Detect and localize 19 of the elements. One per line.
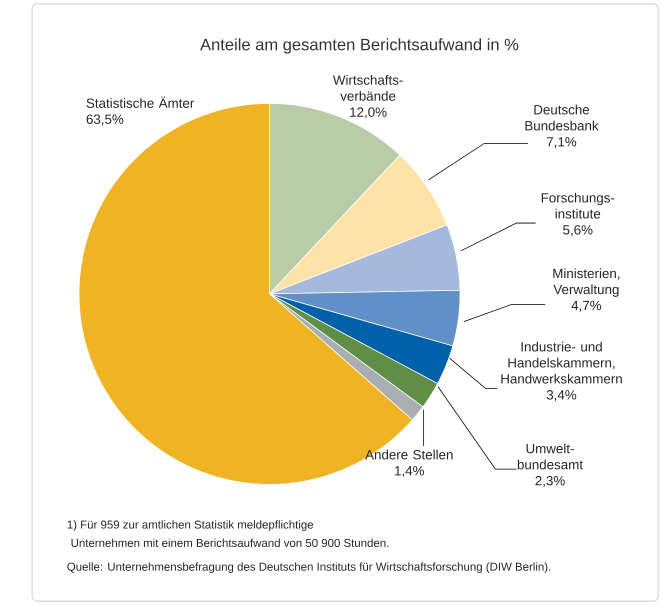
data-label: 4,7%: [571, 300, 602, 312]
source-note: Quelle: Unternehmensbefragung des Deutschen Instituts für Wirtschaftsforschung (DIW Berlin).: [67, 562, 550, 574]
data-label: 7,1%: [546, 137, 576, 148]
data-label: 1,4%: [395, 466, 424, 478]
slice-label: Wirtschafts-verbände: [332, 74, 403, 101]
data-label: 63,5%: [86, 114, 124, 126]
slice-label: Forschungs-institute: [542, 192, 614, 219]
slice-label: Industrie- und Handelskammern, Handwerkskammern: [501, 342, 622, 384]
text: 1) Für 959 zur amtlichen Statistik meldepflichtige: [68, 520, 314, 531]
data-label: 3,4%: [546, 390, 576, 402]
data-label: 2,3%: [535, 476, 565, 487]
data-label: 12,0%: [350, 107, 387, 118]
slice-label: Statistische Ämter: [86, 96, 194, 108]
slice-label: Deutsche Bundesbank: [525, 104, 599, 130]
slice-label: Umwelt-bundesamt: [518, 444, 583, 470]
data-label: 5,6%: [563, 225, 592, 236]
text: Unternehmen mit einem Berichtsaufwand von 50 900 Stunden.: [72, 538, 388, 548]
slice-label: Ministerien, Verwaltung: [553, 268, 620, 297]
chart-title: Anteile am gesamten Berichtsaufwand in %: [200, 38, 518, 54]
